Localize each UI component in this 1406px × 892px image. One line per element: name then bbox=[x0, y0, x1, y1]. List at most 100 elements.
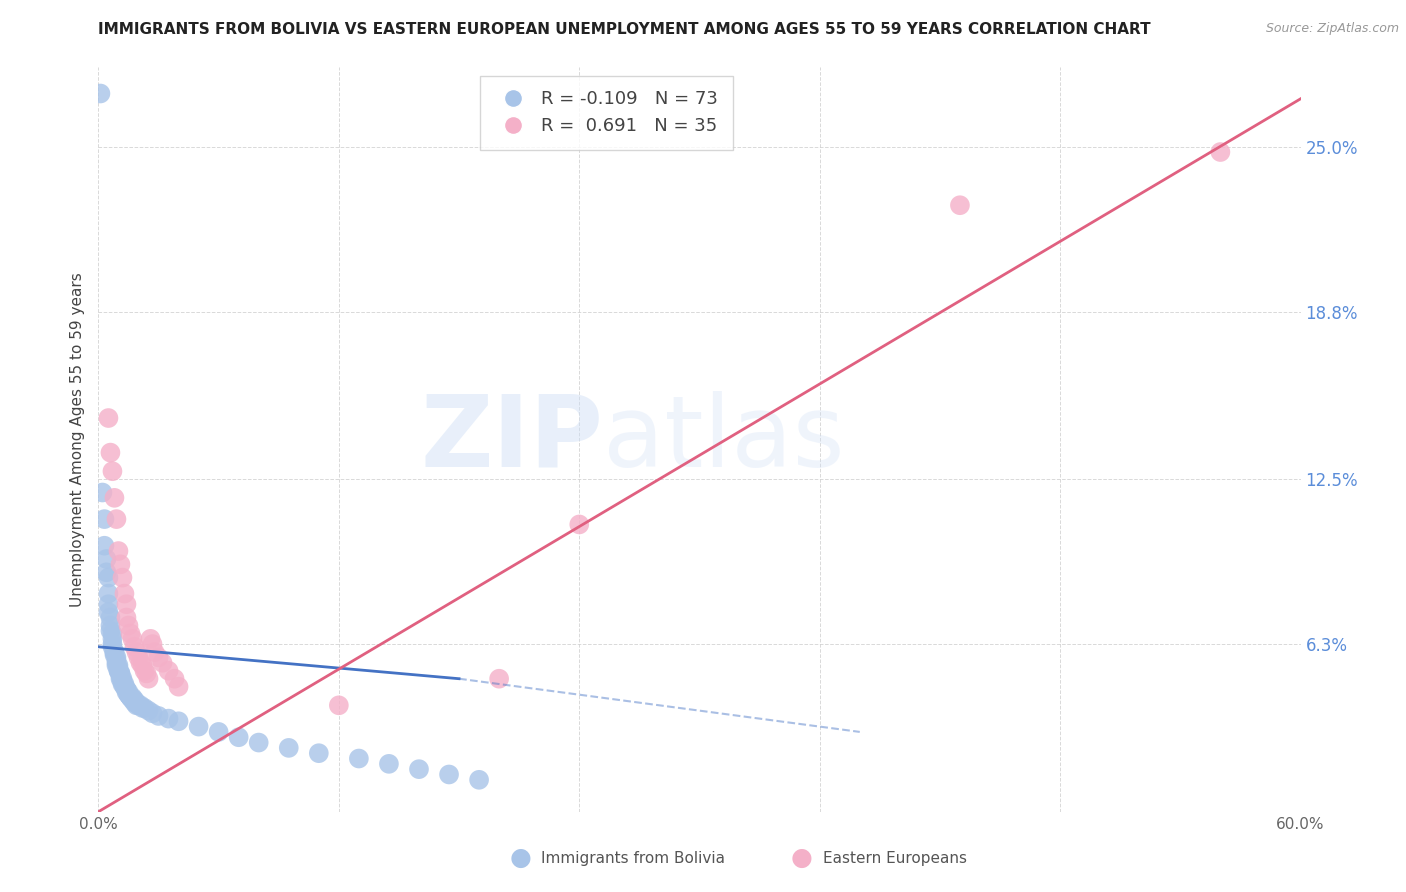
Text: IMMIGRANTS FROM BOLIVIA VS EASTERN EUROPEAN UNEMPLOYMENT AMONG AGES 55 TO 59 YEA: IMMIGRANTS FROM BOLIVIA VS EASTERN EUROP… bbox=[98, 22, 1152, 37]
Point bbox=[100, 610, 122, 624]
Point bbox=[97, 571, 120, 585]
Point bbox=[148, 709, 170, 723]
Text: Source: ZipAtlas.com: Source: ZipAtlas.com bbox=[1265, 22, 1399, 36]
Point bbox=[101, 626, 124, 640]
Point bbox=[111, 571, 134, 585]
Point bbox=[117, 618, 139, 632]
Text: ●: ● bbox=[509, 847, 531, 870]
Point bbox=[103, 648, 125, 662]
Point bbox=[107, 661, 129, 675]
Point bbox=[135, 666, 157, 681]
Point bbox=[111, 674, 134, 689]
Point bbox=[167, 714, 190, 729]
Point bbox=[148, 650, 170, 665]
Point bbox=[152, 656, 174, 670]
Text: ZIP: ZIP bbox=[420, 391, 603, 488]
Point bbox=[115, 685, 138, 699]
Point bbox=[105, 653, 128, 667]
Point bbox=[101, 640, 124, 654]
Point bbox=[114, 586, 136, 600]
Point bbox=[141, 706, 163, 721]
Text: Eastern Europeans: Eastern Europeans bbox=[823, 851, 966, 865]
Point bbox=[105, 658, 128, 673]
Point bbox=[408, 762, 430, 776]
Point bbox=[110, 672, 132, 686]
Point bbox=[437, 767, 460, 781]
Point bbox=[97, 597, 120, 611]
Point bbox=[488, 672, 510, 686]
Point bbox=[128, 698, 150, 713]
Point bbox=[107, 664, 129, 678]
Point bbox=[114, 680, 136, 694]
Point bbox=[107, 658, 129, 673]
Point bbox=[100, 445, 122, 459]
Point bbox=[103, 645, 125, 659]
Point bbox=[228, 730, 250, 744]
Y-axis label: Unemployment Among Ages 55 to 59 years: Unemployment Among Ages 55 to 59 years bbox=[69, 272, 84, 607]
Point bbox=[124, 693, 146, 707]
Point bbox=[125, 696, 148, 710]
Point bbox=[105, 512, 128, 526]
Point bbox=[308, 746, 330, 760]
Point bbox=[107, 664, 129, 678]
Point bbox=[131, 658, 153, 673]
Point bbox=[91, 485, 114, 500]
Point bbox=[101, 464, 124, 478]
Point bbox=[568, 517, 591, 532]
Point bbox=[93, 512, 115, 526]
Point bbox=[125, 698, 148, 713]
Point bbox=[111, 674, 134, 689]
Point bbox=[117, 688, 139, 702]
Point bbox=[120, 690, 142, 705]
Text: Immigrants from Bolivia: Immigrants from Bolivia bbox=[541, 851, 725, 865]
Point bbox=[101, 637, 124, 651]
Point bbox=[208, 725, 231, 739]
Point bbox=[105, 656, 128, 670]
Point bbox=[277, 740, 299, 755]
Point bbox=[129, 656, 152, 670]
Point bbox=[110, 669, 132, 683]
Point bbox=[96, 552, 118, 566]
Point bbox=[1209, 145, 1232, 159]
Point bbox=[124, 640, 146, 654]
Point bbox=[97, 411, 120, 425]
Point bbox=[157, 664, 180, 678]
Point bbox=[103, 645, 125, 659]
Point bbox=[97, 586, 120, 600]
Point bbox=[107, 544, 129, 558]
Point bbox=[138, 704, 160, 718]
Point bbox=[100, 618, 122, 632]
Point bbox=[157, 712, 180, 726]
Point bbox=[167, 680, 190, 694]
Point bbox=[378, 756, 401, 771]
Text: atlas: atlas bbox=[603, 391, 845, 488]
Point bbox=[111, 672, 134, 686]
Point bbox=[247, 735, 270, 749]
Point bbox=[101, 632, 124, 646]
Point bbox=[120, 626, 142, 640]
Point bbox=[97, 605, 120, 619]
Point bbox=[134, 701, 156, 715]
Point bbox=[139, 632, 162, 646]
Point bbox=[141, 637, 163, 651]
Point bbox=[105, 650, 128, 665]
Point bbox=[110, 558, 132, 572]
Point bbox=[115, 682, 138, 697]
Point bbox=[115, 597, 138, 611]
Text: ●: ● bbox=[790, 847, 813, 870]
Point bbox=[143, 645, 166, 659]
Point bbox=[111, 677, 134, 691]
Point bbox=[138, 672, 160, 686]
Point bbox=[125, 645, 148, 659]
Point bbox=[949, 198, 972, 212]
Point bbox=[114, 677, 136, 691]
Point bbox=[129, 698, 152, 713]
Point bbox=[110, 666, 132, 681]
Point bbox=[131, 701, 153, 715]
Point bbox=[117, 685, 139, 699]
Point bbox=[124, 696, 146, 710]
Point bbox=[103, 491, 125, 505]
Point bbox=[468, 772, 491, 787]
Point bbox=[96, 566, 118, 580]
Point bbox=[115, 610, 138, 624]
